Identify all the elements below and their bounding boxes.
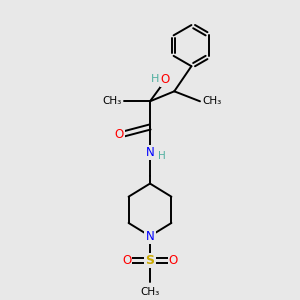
- Text: CH₃: CH₃: [140, 287, 160, 297]
- Text: O: O: [122, 254, 131, 267]
- Text: H: H: [151, 74, 159, 84]
- Text: H: H: [158, 151, 166, 160]
- Text: O: O: [169, 254, 178, 267]
- Text: S: S: [146, 254, 154, 267]
- Text: N: N: [146, 146, 154, 159]
- Text: CH₃: CH₃: [102, 96, 122, 106]
- Text: N: N: [146, 230, 154, 243]
- Text: O: O: [160, 73, 170, 86]
- Text: CH₃: CH₃: [203, 96, 222, 106]
- Text: O: O: [115, 128, 124, 141]
